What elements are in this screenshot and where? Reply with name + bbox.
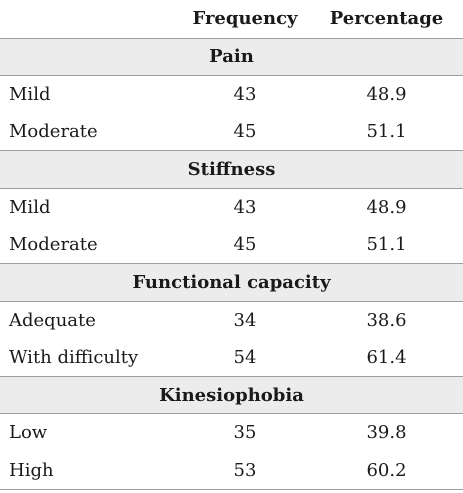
table-body: Pain Mild 43 48.9 Moderate 45 51.1 Stiff… [0, 37, 463, 490]
table-row: Moderate 45 51.1 [0, 113, 463, 151]
row-percentage: 38.6 [366, 309, 407, 331]
header-blank [0, 0, 180, 39]
row-label: With difficulty [9, 346, 139, 368]
row-label: Adequate [9, 309, 96, 331]
row-percentage: 48.9 [366, 196, 407, 218]
section-row-kinesiophobia: Kinesiophobia [0, 375, 463, 415]
row-frequency: 34 [233, 309, 257, 331]
row-frequency: 43 [233, 84, 257, 106]
section-title: Kinesiophobia [0, 375, 463, 415]
row-label: High [0, 451, 180, 490]
table-row: Mild 43 48.9 [0, 76, 463, 114]
section-title: Functional capacity [0, 263, 463, 302]
section-row-stiffness: Stiffness [0, 150, 463, 189]
row-label: Moderate [9, 234, 98, 256]
row-frequency: 45 [233, 121, 257, 143]
row-label: Mild [9, 84, 51, 106]
row-percentage: 51.1 [366, 234, 407, 256]
section-row-pain: Pain [0, 37, 463, 77]
row-frequency: 35 [233, 422, 257, 444]
row-percentage: 39.8 [366, 422, 407, 444]
table-row: Moderate 45 51.1 [0, 226, 463, 264]
row-frequency: 54 [233, 346, 257, 368]
section-title: Stiffness [0, 150, 463, 189]
table-header: Frequency Percentage [0, 0, 463, 39]
row-label: Moderate [9, 121, 98, 143]
table-row: Mild 43 48.9 [0, 188, 463, 226]
row-frequency: 45 [233, 234, 257, 256]
section-title: Pain [0, 37, 463, 77]
header-row: Frequency Percentage [0, 0, 463, 39]
row-percentage: 51.1 [366, 121, 407, 143]
header-percentage: Percentage [310, 0, 463, 39]
table-row: With difficulty 54 61.4 [0, 339, 463, 377]
table-row: Adequate 34 38.6 [0, 301, 463, 339]
row-percentage: 61.4 [366, 346, 407, 368]
row-frequency: 43 [233, 196, 257, 218]
row-label: Mild [9, 196, 51, 218]
row-percentage: 48.9 [366, 84, 407, 106]
section-row-functional-capacity: Functional capacity [0, 263, 463, 302]
table-row: High 53 60.2 [0, 451, 463, 490]
row-label: Low [9, 422, 48, 444]
row-frequency: 53 [180, 451, 310, 490]
header-frequency: Frequency [180, 0, 310, 39]
table-row: Low 35 39.8 [0, 414, 463, 452]
row-percentage: 60.2 [310, 451, 463, 490]
